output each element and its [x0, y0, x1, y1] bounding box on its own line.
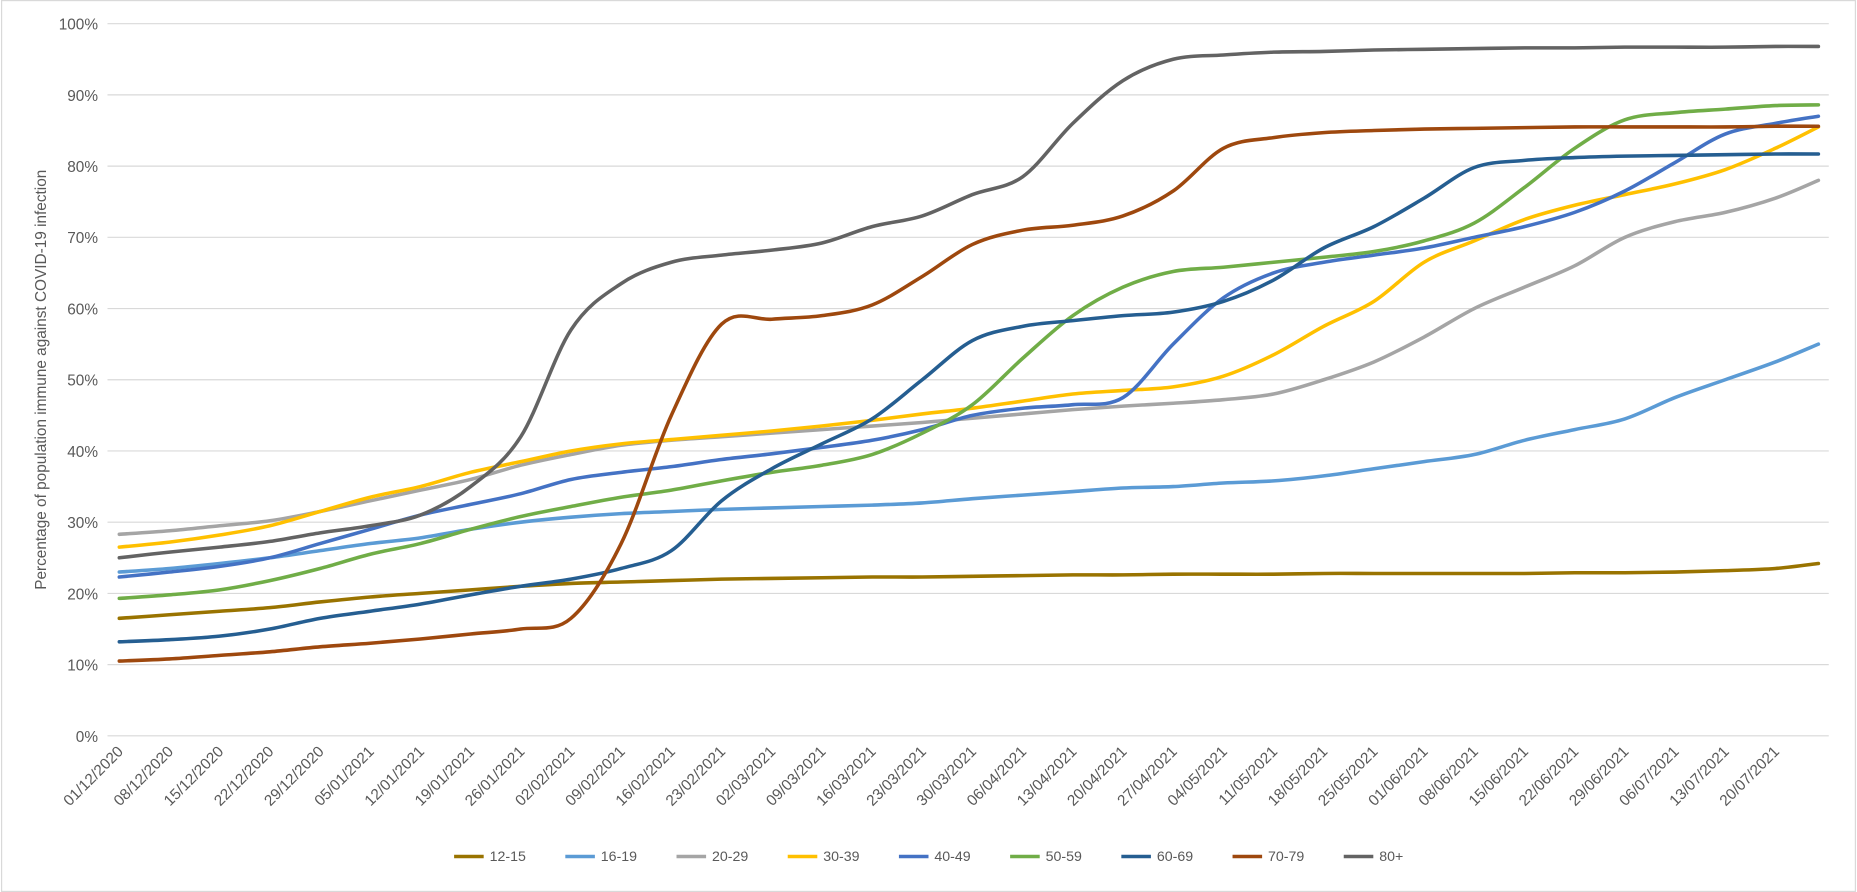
y-axis-title: Percentage of population immune against …	[33, 170, 50, 590]
y-tick-label: 90%	[67, 88, 98, 105]
legend-label: 16-19	[601, 849, 637, 865]
y-tick-label: 50%	[67, 373, 98, 390]
legend-label: 30-39	[823, 849, 859, 865]
y-tick-label: 100%	[59, 17, 99, 34]
y-tick-label: 80%	[67, 159, 98, 176]
series-line-16-19	[117, 342, 1821, 574]
legend-label: 20-29	[712, 849, 748, 865]
series-line-12-15	[117, 561, 1821, 621]
series-line-70-79	[117, 124, 1821, 663]
y-tick-label: 60%	[67, 301, 98, 318]
y-axis-ticks: 0% 10% 20% 30% 40% 50% 60% 70% 80% 90% 100%	[59, 17, 99, 746]
series-line-60-69	[117, 152, 1821, 644]
y-tick-label: 70%	[67, 230, 98, 247]
series-line-20-29	[117, 178, 1821, 537]
series-line-30-39	[117, 125, 1821, 549]
y-tick-label: 30%	[67, 515, 98, 532]
legend-label: 80+	[1379, 849, 1403, 865]
legend-label: 40-49	[934, 849, 970, 865]
series-line-50-59	[117, 103, 1821, 601]
series-line-80+	[117, 44, 1821, 560]
legend-label: 50-59	[1046, 849, 1082, 865]
legend-label: 60-69	[1157, 849, 1193, 865]
series-lines	[117, 44, 1821, 663]
y-tick-label: 10%	[67, 658, 98, 675]
y-tick-label: 0%	[76, 729, 99, 746]
y-tick-label: 20%	[67, 586, 98, 603]
legend-label: 70-79	[1268, 849, 1304, 865]
gridlines	[107, 23, 1829, 737]
legend: 12-15 16-19 20-29 30-39 40-49 50-59 60-69 70-79…	[454, 849, 1403, 865]
legend-label: 12-15	[490, 849, 526, 865]
y-tick-label: 40%	[67, 444, 98, 461]
